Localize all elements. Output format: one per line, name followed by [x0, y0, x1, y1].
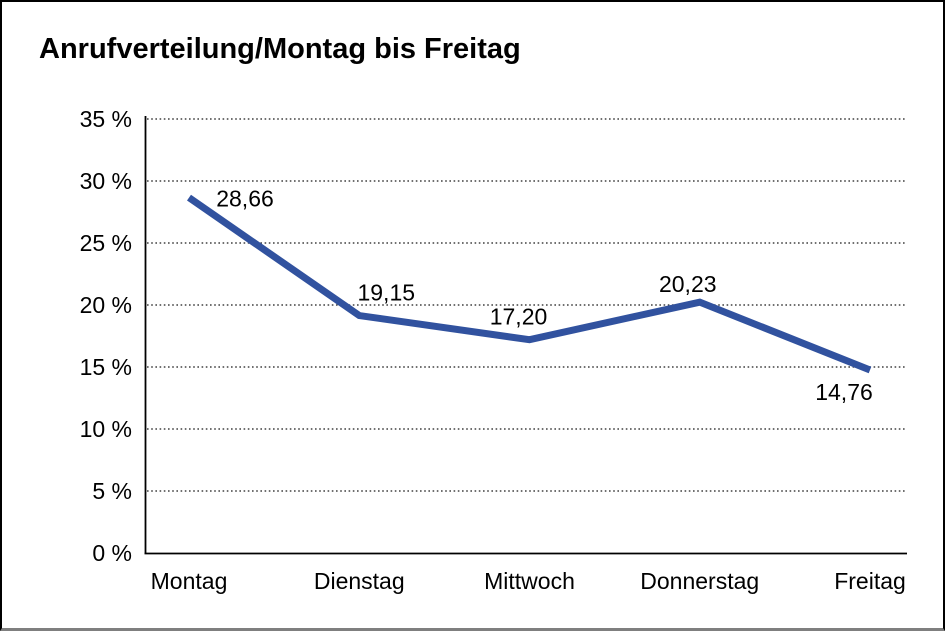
y-tick-label: 15 % [80, 354, 132, 380]
x-axis-label: Freitag [834, 568, 906, 594]
x-axis-label: Mittwoch [484, 568, 575, 594]
y-tick-label: 25 % [80, 230, 132, 256]
data-point-label: 14,76 [815, 379, 873, 405]
x-axis-label: Montag [151, 568, 228, 594]
y-tick-label: 30 % [80, 168, 132, 194]
y-tick-label: 35 % [80, 106, 132, 132]
data-point-label: 17,20 [490, 304, 548, 330]
x-axis-label: Dienstag [314, 568, 405, 594]
y-tick-label: 0 % [92, 540, 132, 566]
y-tick-label: 5 % [92, 478, 132, 504]
data-point-label: 19,15 [357, 280, 415, 306]
data-point-label: 28,66 [216, 186, 274, 212]
chart-title: Anrufverteilung/Montag bis Freitag [39, 33, 521, 65]
y-tick-label: 20 % [80, 292, 132, 318]
x-axis-label: Donnerstag [640, 568, 759, 594]
data-point-label: 20,23 [659, 271, 717, 297]
series-line [187, 194, 872, 374]
y-tick-label: 10 % [80, 416, 132, 442]
